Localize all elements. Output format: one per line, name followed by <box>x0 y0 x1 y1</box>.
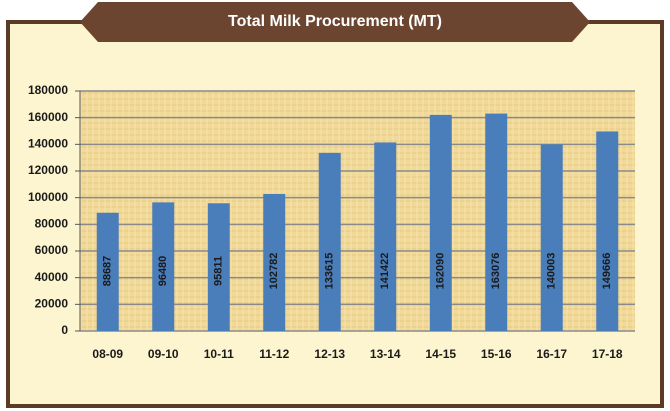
data-label: 162090 <box>435 253 447 290</box>
x-tick-label: 09-10 <box>148 347 179 361</box>
x-tick-label: 10-11 <box>204 347 234 361</box>
data-label: 141422 <box>379 253 391 290</box>
y-tick-label: 180000 <box>28 83 68 97</box>
data-label: 149666 <box>601 253 613 290</box>
bar <box>207 203 230 331</box>
x-tick-label: 08-09 <box>92 347 123 361</box>
data-label: 102782 <box>268 253 280 290</box>
bar <box>318 152 341 331</box>
data-label: 96480 <box>157 256 169 287</box>
title-banner <box>80 2 590 42</box>
y-tick-label: 40000 <box>35 270 69 284</box>
bar <box>374 142 397 331</box>
y-tick-label: 140000 <box>28 137 68 151</box>
bar <box>596 131 619 331</box>
bar <box>96 212 119 331</box>
y-tick-label: 0 <box>61 323 68 337</box>
bar <box>152 202 175 331</box>
y-tick-label: 100000 <box>28 190 68 204</box>
x-tick-label: 16-17 <box>536 347 567 361</box>
y-tick-label: 60000 <box>35 243 69 257</box>
data-label: 88687 <box>102 256 114 287</box>
bar <box>429 114 452 331</box>
x-tick-label: 12-13 <box>314 347 345 361</box>
data-label: 163076 <box>490 253 502 290</box>
x-tick-label: 15-16 <box>481 347 512 361</box>
bar <box>263 193 286 331</box>
data-label: 95811 <box>213 256 225 286</box>
y-tick-label: 120000 <box>28 163 68 177</box>
data-label: 133615 <box>324 253 336 290</box>
chart-title: Total Milk Procurement (MT) <box>228 13 442 30</box>
bar <box>485 113 508 331</box>
x-tick-label: 13-14 <box>370 347 401 361</box>
y-tick-label: 160000 <box>28 110 68 124</box>
x-tick-label: 17-18 <box>592 347 623 361</box>
bar <box>540 144 563 331</box>
x-tick-label: 11-12 <box>259 347 289 361</box>
x-tick-label: 14-15 <box>425 347 456 361</box>
y-tick-label: 20000 <box>35 297 69 311</box>
y-tick-label: 80000 <box>35 217 69 231</box>
data-label: 140003 <box>546 253 558 290</box>
